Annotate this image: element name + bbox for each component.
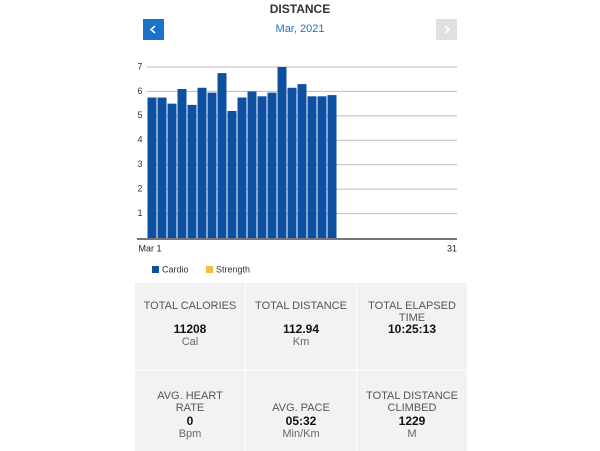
bar — [287, 87, 297, 238]
chart-area: DISTANCE Mar, 2021 1 2 3 4 5 6 7 Mar 1 31 Cardio S… — [137, 2, 457, 274]
stat-value: 1229 — [398, 414, 426, 428]
y-tick-label: 2 — [137, 184, 142, 194]
next-button[interactable] — [436, 19, 457, 40]
stats-panel: TOTAL CALORIES 11208 Cal TOTAL DISTANCE 112.… — [135, 283, 467, 451]
bar — [157, 97, 167, 239]
bar — [207, 92, 217, 239]
bar — [177, 88, 187, 238]
y-tick-label: 5 — [137, 110, 142, 120]
stat-cell: TOTAL DISTANCE 112.94 Km — [246, 283, 356, 370]
bar — [317, 96, 327, 238]
stat-value: 10:25:13 — [387, 322, 437, 336]
stat-label: AVG. HEART RATE — [157, 390, 223, 414]
period-label: Mar, 2021 — [276, 23, 325, 35]
bar — [237, 97, 247, 239]
stat-label: TOTAL DISTANCE CLIMBED — [366, 390, 458, 414]
bar — [167, 103, 177, 239]
bar — [187, 104, 197, 238]
legend-label: Strength — [216, 264, 250, 274]
x-tick-label: Mar 1 — [138, 243, 161, 253]
legend-swatch — [152, 266, 159, 273]
stat-unit: Bpm — [178, 428, 202, 440]
legend-label: Cardio — [162, 264, 189, 274]
stat-cell: TOTAL ELAPSED TIME 10:25:13 — [357, 283, 467, 370]
bar — [277, 67, 287, 238]
stat-unit: Min/Km — [282, 428, 320, 440]
stat-unit: M — [407, 428, 417, 440]
legend-swatch — [206, 266, 213, 273]
stat-value: 0 — [186, 414, 194, 428]
bar — [257, 96, 267, 238]
y-tick-label: 3 — [137, 159, 142, 169]
stat-cell: AVG. PACE 05:32 Min/Km — [246, 371, 356, 451]
stat-value: 05:32 — [285, 414, 317, 428]
bar — [297, 84, 307, 238]
prev-icon — [149, 25, 156, 34]
stat-label: TOTAL CALORIES — [143, 300, 237, 312]
bar — [327, 95, 337, 238]
bar — [247, 91, 257, 238]
stat-label: TOTAL DISTANCE — [255, 300, 347, 312]
stat-value: 11208 — [173, 322, 207, 336]
stat-unit: Cal — [181, 336, 199, 348]
bar — [307, 96, 317, 238]
bar — [267, 92, 277, 239]
stat-value: 112.94 — [282, 322, 320, 336]
stat-cell: TOTAL CALORIES 11208 Cal — [135, 283, 245, 370]
stat-unit: Km — [292, 336, 310, 348]
x-tick-label: 31 — [447, 243, 457, 253]
prev-button[interactable] — [143, 19, 164, 40]
next-icon — [444, 25, 451, 34]
stat-cell: AVG. HEART RATE 0 Bpm — [135, 371, 245, 451]
y-tick-label: 7 — [137, 61, 142, 71]
stat-cell: TOTAL DISTANCE CLIMBED 1229 M — [357, 371, 467, 451]
y-tick-label: 4 — [137, 135, 142, 145]
bar — [217, 73, 227, 238]
stat-label: TOTAL ELAPSED TIME — [368, 300, 456, 324]
bar — [147, 97, 157, 239]
bar — [197, 87, 207, 238]
stat-label: AVG. PACE — [272, 402, 330, 414]
y-tick-label: 6 — [137, 86, 142, 96]
bar — [227, 110, 237, 238]
screen-title: DISTANCE — [270, 2, 330, 16]
y-tick-label: 1 — [137, 208, 142, 218]
